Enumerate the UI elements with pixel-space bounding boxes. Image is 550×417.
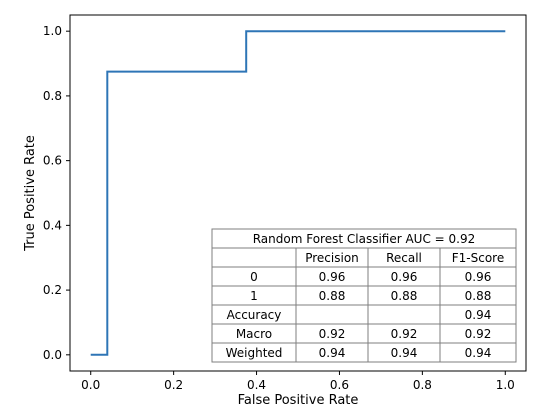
table-cell: 0.88 xyxy=(319,289,346,303)
y-tick-label: 1.0 xyxy=(43,24,62,38)
x-axis-label: False Positive Rate xyxy=(238,393,359,408)
table-cell: 0.88 xyxy=(391,289,418,303)
table-header-cell: F1-Score xyxy=(452,251,504,265)
table-cell: 1 xyxy=(250,289,258,303)
y-axis-label: True Positive Rate xyxy=(23,135,38,252)
x-tick-label: 0.6 xyxy=(330,378,349,392)
table-cell: 0.92 xyxy=(319,327,346,341)
x-tick-label: 0.4 xyxy=(247,378,266,392)
x-axis-ticks: 0.0 0.2 0.4 0.6 0.8 1.0 xyxy=(81,371,515,392)
table-cell: 0.96 xyxy=(391,270,418,284)
table-cell: 0.96 xyxy=(319,270,346,284)
table-cell: 0.94 xyxy=(465,346,492,360)
table-frame xyxy=(211,228,517,363)
y-tick-label: 0.6 xyxy=(43,154,62,168)
table-cell: 0.94 xyxy=(319,346,346,360)
metrics-table: Random Forest Classifier AUC = 0.92 Preci… xyxy=(211,228,517,363)
plot-frame xyxy=(69,14,527,372)
table-cell: 0.96 xyxy=(465,270,492,284)
series-layer xyxy=(90,30,506,356)
y-tick-label: 0.8 xyxy=(43,89,62,103)
y-axis-ticks: 0.0 0.2 0.4 0.6 0.8 1.0 xyxy=(43,24,70,362)
roc-curve-line xyxy=(90,30,506,356)
y-tick-label: 0.4 xyxy=(43,218,62,232)
table-cell: 0 xyxy=(250,270,258,284)
table-header-cell: Recall xyxy=(386,251,422,265)
table-cell: Weighted xyxy=(226,346,283,360)
table-cell: Macro xyxy=(236,327,272,341)
table-header-cell: Precision xyxy=(305,251,359,265)
x-tick-label: 1.0 xyxy=(496,378,515,392)
table-cell: 0.92 xyxy=(391,327,418,341)
table-cell: 0.92 xyxy=(465,327,492,341)
table-cell: 0.94 xyxy=(391,346,418,360)
y-tick-label: 0.2 xyxy=(43,283,62,297)
table-title: Random Forest Classifier AUC = 0.92 xyxy=(253,232,476,246)
x-tick-label: 0.2 xyxy=(164,378,183,392)
table-cell: 0.94 xyxy=(465,308,492,322)
table-cell: 0.88 xyxy=(465,289,492,303)
x-tick-label: 0.8 xyxy=(413,378,432,392)
table-cell: Accuracy xyxy=(227,308,282,322)
y-tick-label: 0.0 xyxy=(43,348,62,362)
x-tick-label: 0.0 xyxy=(81,378,100,392)
